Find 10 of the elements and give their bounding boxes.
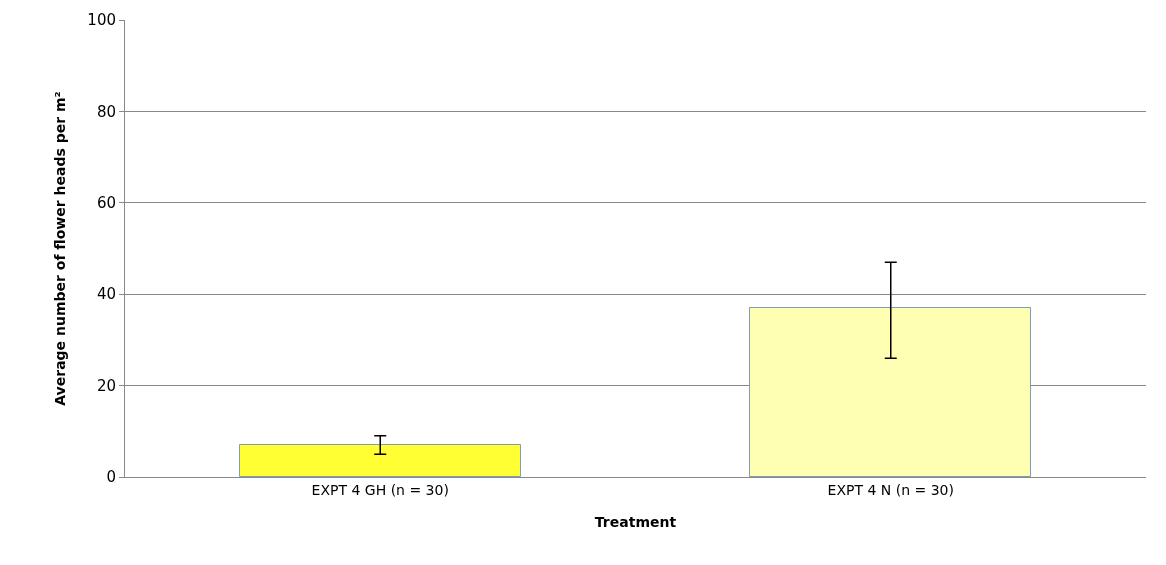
x-axis-title: Treatment [594,514,677,531]
y-tick-label: 60 [96,194,116,213]
y-axis-title: Average number of flower heads per m² [51,91,68,406]
y-tick-label: 100 [87,11,116,30]
y-tick-label: 40 [96,285,116,304]
y-tick-label: 0 [106,468,116,487]
y-tick-label: 80 [96,102,116,121]
x-tick-label: EXPT 4 N (n = 30) [827,481,954,498]
y-tick-label: 20 [96,376,116,395]
x-tick-label: EXPT 4 GH (n = 30) [311,481,449,498]
